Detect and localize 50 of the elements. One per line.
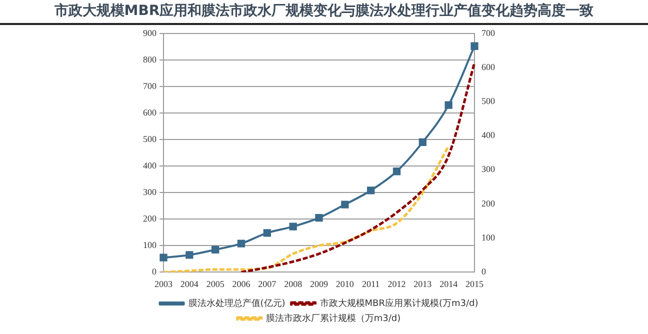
point — [315, 214, 323, 222]
point — [418, 138, 426, 146]
legend-label: 膜法市政水厂累计规模（万m3/d) — [266, 312, 401, 324]
chart-title: 市政大规模MBR应用和膜法市政水厂规模变化与膜法水处理行业产值变化趋势高度一致 — [0, 0, 648, 25]
legend-label: 市政大规模MBR应用累计规模(万m3/d) — [320, 298, 478, 309]
y2-tick-label: 0 — [482, 266, 486, 277]
point — [444, 101, 452, 109]
point — [392, 168, 401, 176]
point — [212, 246, 220, 254]
x-tick-label: 2010 — [336, 278, 354, 289]
x-tick-label: 2008 — [284, 278, 303, 289]
point — [367, 186, 375, 194]
point — [160, 254, 168, 262]
y2-tick-label: 100 — [482, 232, 496, 242]
y2-tick-label: 600 — [482, 62, 496, 72]
point — [263, 229, 271, 237]
line-series — [162, 144, 450, 272]
point — [470, 42, 478, 50]
x-tick-label: 2003 — [154, 278, 173, 289]
x-tick-label: 2007 — [258, 278, 277, 289]
x-tick-label: 2011 — [362, 278, 380, 289]
point — [186, 251, 194, 259]
x-tick-label: 2015 — [466, 278, 484, 289]
y2-tick-label: 200 — [482, 198, 496, 208]
point — [341, 200, 349, 208]
point — [237, 240, 246, 248]
x-tick-label: 2012 — [388, 278, 406, 289]
x-tick-label: 2004 — [180, 278, 199, 289]
y2-tick-label: 700 — [482, 28, 496, 38]
y-tick-label: 800 — [143, 54, 157, 64]
y-tick-label: 600 — [143, 107, 157, 118]
y-tick-label: 300 — [143, 186, 157, 197]
legend-label: 膜法水处理总产值(亿元) — [188, 298, 286, 309]
y-tick-label: 500 — [143, 134, 157, 144]
y-tick-label: 700 — [143, 80, 157, 91]
y-tick-label: 900 — [143, 28, 157, 38]
x-tick-label: 2009 — [310, 278, 328, 289]
line-series — [240, 61, 476, 272]
y-tick-label: 100 — [143, 240, 157, 250]
point — [289, 222, 297, 230]
x-tick-label: 2005 — [206, 278, 225, 289]
y-tick-label: 0 — [152, 266, 157, 277]
y-tick-label: 400 — [143, 160, 157, 170]
x-tick-label: 2006 — [232, 278, 251, 289]
x-tick-label: 2014 — [440, 278, 458, 289]
y-tick-label: 200 — [143, 213, 157, 224]
y2-tick-label: 400 — [482, 130, 496, 140]
y2-tick-label: 300 — [482, 164, 496, 174]
x-tick-label: 2013 — [414, 278, 432, 289]
y2-tick-label: 500 — [482, 96, 496, 106]
